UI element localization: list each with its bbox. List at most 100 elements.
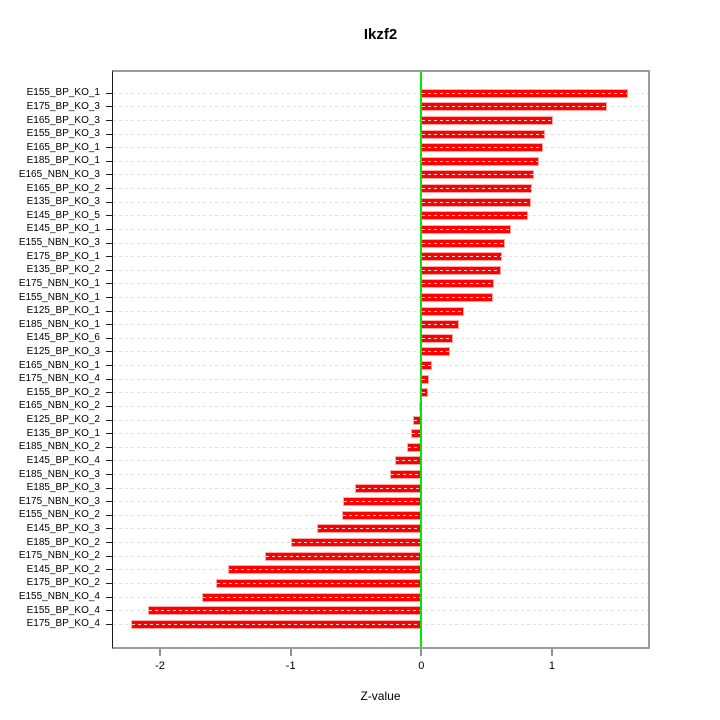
bar (131, 619, 422, 629)
y-tick-label: E145_BP_KO_2 (26, 563, 100, 575)
y-tick-label: E185_NBN_KO_1 (18, 318, 100, 330)
grid-line (113, 310, 648, 312)
bar-grid-dash (422, 160, 538, 162)
y-axis-tick (106, 269, 113, 271)
bar (201, 592, 422, 602)
bar-grid-dash (422, 242, 504, 244)
y-tick-label: E125_BP_KO_1 (26, 305, 100, 317)
x-axis-tick (551, 649, 553, 656)
y-tick-label: E155_BP_KO_4 (26, 604, 100, 616)
bar-grid-dash (422, 133, 545, 135)
bar (341, 510, 422, 520)
bar-grid-dash (422, 297, 493, 299)
grid-line (113, 106, 648, 108)
grid-line (113, 324, 648, 326)
y-axis-tick (106, 378, 113, 380)
bar (421, 184, 533, 194)
y-axis-tick (106, 297, 113, 299)
x-axis-tick (290, 649, 292, 656)
y-axis-tick (106, 174, 113, 176)
bar-grid-dash (202, 596, 421, 598)
x-tick-label: 0 (418, 660, 425, 672)
bar (421, 211, 529, 221)
y-axis-tick (106, 542, 113, 544)
grid-line (113, 460, 648, 462)
y-axis-tick (106, 201, 113, 203)
y-axis-tick (106, 147, 113, 149)
y-tick-label: E185_NBN_KO_2 (18, 441, 100, 453)
y-tick-label: E155_NBN_KO_4 (18, 591, 100, 603)
y-axis-tick (106, 215, 113, 217)
grid-line (113, 351, 648, 353)
grid-line (113, 228, 648, 230)
y-tick-label: E175_BP_KO_1 (26, 250, 100, 262)
bar-grid-dash (411, 433, 421, 435)
y-tick-label: E175_BP_KO_3 (26, 100, 100, 112)
bar-grid-dash (422, 174, 533, 176)
grid-line (113, 446, 648, 448)
y-axis-tick (106, 133, 113, 135)
y-tick-label: E145_BP_KO_6 (26, 332, 100, 344)
y-tick-label: E145_BP_KO_4 (26, 454, 100, 466)
bar-grid-dash (342, 514, 421, 516)
bar-grid-dash (343, 501, 421, 503)
grid-line (113, 215, 648, 217)
bar-grid-dash (422, 378, 429, 380)
x-tick-label: -1 (285, 660, 296, 672)
bar (264, 551, 422, 561)
plot-box-border (112, 70, 650, 649)
bar-grid-dash (228, 569, 421, 571)
bar (290, 538, 422, 548)
bar-grid-dash (422, 188, 532, 190)
y-axis-tick (106, 419, 113, 421)
y-tick-label: E155_NBN_KO_3 (18, 237, 100, 249)
y-tick-label: E145_BP_KO_1 (26, 223, 100, 235)
grid-line (113, 242, 648, 244)
bar (342, 497, 422, 507)
bar-grid-dash (422, 365, 431, 367)
bar (421, 143, 543, 153)
bar-grid-dash (419, 405, 421, 407)
grid-line (113, 419, 648, 421)
x-axis-label: Z-value (360, 689, 401, 703)
y-tick-label: E145_BP_KO_5 (26, 209, 100, 221)
bar-grid-dash (422, 283, 494, 285)
y-tick-label: E185_BP_KO_3 (26, 482, 100, 494)
bar-grid-dash (422, 201, 531, 203)
y-tick-label: E125_BP_KO_3 (26, 345, 100, 357)
bar (421, 374, 430, 384)
y-tick-label: E175_NBN_KO_2 (18, 550, 100, 562)
x-tick-label: -2 (155, 660, 165, 672)
grid-line (113, 188, 648, 190)
grid-line (113, 405, 648, 407)
bar-grid-dash (422, 106, 606, 108)
grid-line (113, 474, 648, 476)
bar (421, 238, 505, 248)
grid-line (113, 120, 648, 122)
y-tick-label: E175_NBN_KO_1 (18, 277, 100, 289)
grid-line (113, 297, 648, 299)
y-tick-label: E165_NBN_KO_3 (18, 168, 100, 180)
y-axis-tick (106, 514, 113, 516)
y-axis-tick (106, 555, 113, 557)
bar-grid-dash (149, 610, 421, 612)
bar-grid-dash (414, 419, 421, 421)
bar (395, 456, 422, 466)
y-tick-label: E155_NBN_KO_2 (18, 509, 100, 521)
bar-grid-dash (422, 337, 452, 339)
y-axis-tick (106, 596, 113, 598)
bar (421, 293, 494, 303)
bar (421, 224, 512, 234)
y-axis-tick (106, 283, 113, 285)
y-tick-label: E165_NBN_KO_1 (18, 359, 100, 371)
y-axis-tick (106, 528, 113, 530)
grid-line (113, 337, 648, 339)
bar-grid-dash (132, 623, 421, 625)
x-axis-tick (420, 649, 422, 656)
bar (421, 320, 460, 330)
grid-line (113, 201, 648, 203)
bar (421, 116, 554, 126)
bar-grid-dash (396, 460, 421, 462)
bar-grid-dash (422, 324, 459, 326)
